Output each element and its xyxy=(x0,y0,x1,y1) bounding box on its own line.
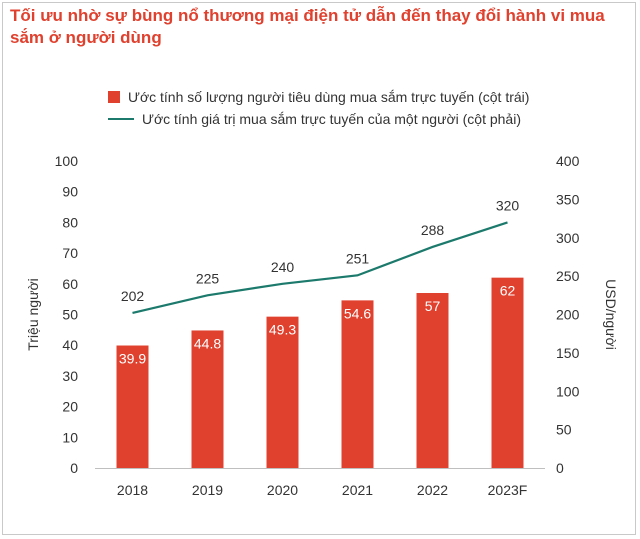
bar-data-label: 54.6 xyxy=(344,305,371,321)
right-tick-label: 50 xyxy=(556,422,572,438)
bar-data-label: 39.9 xyxy=(119,351,146,367)
x-tick-label: 2018 xyxy=(117,482,148,498)
bar-series: 39.9 44.8 49.3 54.6 57 62 xyxy=(116,277,524,468)
left-tick-label: 80 xyxy=(62,214,78,230)
left-tick-label: 50 xyxy=(62,307,78,323)
left-axis-ticks: 0 10 20 30 40 50 60 70 80 90 100 xyxy=(55,153,79,476)
x-axis-ticks: 2018 2019 2020 2021 2022 2023F xyxy=(95,468,545,498)
left-axis-label: Triệu người xyxy=(25,278,41,351)
legend-line-swatch xyxy=(108,118,134,120)
bar xyxy=(191,330,224,468)
chart-title: Tối ưu nhờ sự bùng nổ thương mại điện tử… xyxy=(10,6,605,47)
right-tick-label: 150 xyxy=(556,345,580,361)
line-data-label: 288 xyxy=(421,222,445,238)
line-data-label: 251 xyxy=(346,250,370,266)
right-tick-label: 300 xyxy=(556,230,580,246)
line-data-label: 202 xyxy=(121,288,145,304)
left-tick-label: 60 xyxy=(62,276,78,292)
line-data-label: 240 xyxy=(271,259,295,275)
x-tick-label: 2021 xyxy=(342,482,373,498)
left-tick-label: 90 xyxy=(62,184,78,200)
left-tick-label: 40 xyxy=(62,337,78,353)
left-tick-label: 70 xyxy=(62,245,78,261)
right-tick-label: 350 xyxy=(556,191,580,207)
x-tick-label: 2023F xyxy=(488,482,528,498)
bar xyxy=(116,345,149,468)
bar-data-label: 57 xyxy=(425,298,441,314)
x-tick-label: 2020 xyxy=(267,482,298,498)
left-tick-label: 10 xyxy=(62,429,78,445)
right-tick-label: 250 xyxy=(556,268,580,284)
bar xyxy=(341,300,374,468)
bar-data-label: 62 xyxy=(500,283,516,299)
line-path xyxy=(132,221,508,315)
bar xyxy=(266,316,299,468)
bar xyxy=(491,277,524,468)
x-tick-label: 2022 xyxy=(417,482,448,498)
line-series: 202 225 240 251 288 320 xyxy=(121,197,520,315)
bar-data-label: 44.8 xyxy=(194,335,221,351)
left-tick-label: 20 xyxy=(62,399,78,415)
right-axis-label: USD/người xyxy=(603,279,619,350)
line-data-label: 320 xyxy=(496,197,520,213)
chart-frame xyxy=(2,2,636,535)
legend-item-bars: Ước tính số lượng người tiêu dùng mua sắ… xyxy=(108,86,529,108)
legend-label-bars: Ước tính số lượng người tiêu dùng mua sắ… xyxy=(128,89,530,105)
bar-data-label: 49.3 xyxy=(269,322,296,338)
right-tick-label: 200 xyxy=(556,307,580,323)
right-tick-label: 0 xyxy=(556,460,564,476)
legend: Ước tính số lượng người tiêu dùng mua sắ… xyxy=(108,86,529,130)
legend-item-line: Ước tính giá trị mua sắm trực tuyến của … xyxy=(108,108,529,130)
legend-bar-swatch xyxy=(108,91,120,103)
legend-label-line: Ước tính giá trị mua sắm trực tuyến của … xyxy=(142,111,521,127)
bar xyxy=(416,293,449,468)
left-tick-label: 30 xyxy=(62,368,78,384)
right-axis-ticks: 0 50 100 150 200 250 300 350 400 xyxy=(556,153,580,476)
left-tick-label: 0 xyxy=(70,460,78,476)
line-data-label: 225 xyxy=(196,270,220,286)
right-tick-label: 400 xyxy=(556,153,580,169)
x-tick-label: 2019 xyxy=(192,482,223,498)
left-tick-label: 100 xyxy=(55,153,79,169)
right-tick-label: 100 xyxy=(556,383,580,399)
